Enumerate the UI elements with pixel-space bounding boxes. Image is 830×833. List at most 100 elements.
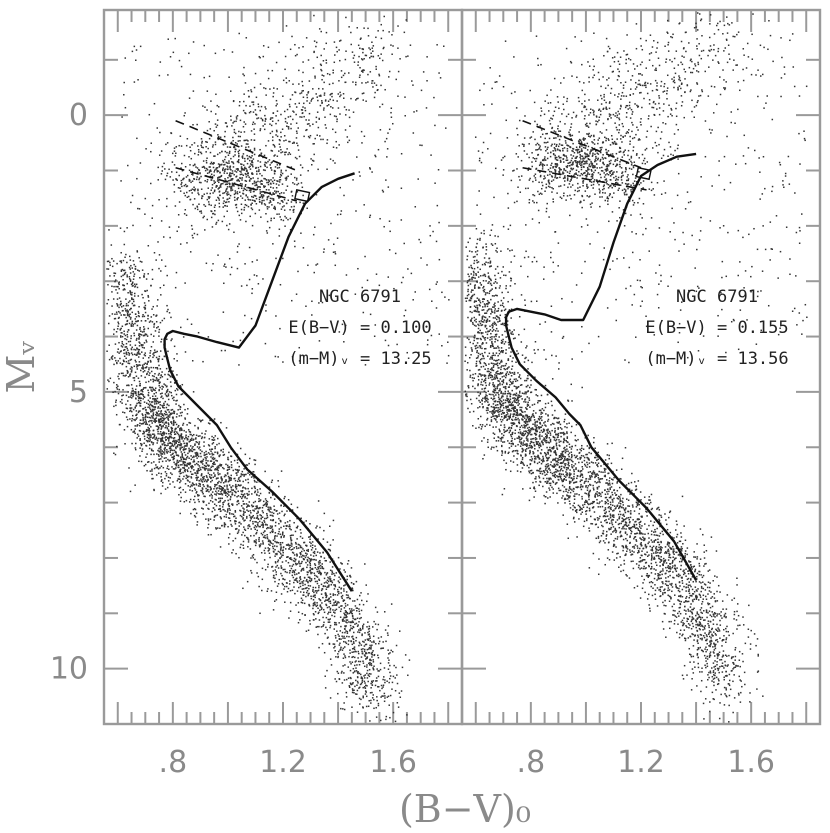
star-point [243,169,245,171]
star-point [263,199,265,202]
star-point [256,184,258,187]
star-point [148,368,150,371]
star-point [150,404,153,406]
star-point [138,338,140,340]
star-point [149,397,151,399]
star-point [191,434,194,437]
star-point [179,512,181,515]
star-point [172,440,174,443]
star-point [153,406,155,408]
star-point [368,675,371,678]
star-point [200,175,202,178]
star-point [127,314,129,317]
star-point [146,453,148,455]
star-point [182,462,185,464]
star-point [188,447,190,450]
star-point [359,703,361,705]
star-point [233,515,235,518]
star-point [195,453,197,455]
star-point [248,493,250,496]
star-point [333,41,336,43]
star-point [237,531,240,533]
star-point [260,532,263,535]
star-point [263,559,266,561]
star-point [264,547,267,549]
star-point [148,374,150,376]
star-point [140,369,142,372]
star-point [284,215,286,218]
star-point [134,344,137,347]
star-point [163,432,165,435]
star-point [232,136,234,139]
star-point [232,184,234,187]
star-point [206,456,208,458]
star-point [131,294,133,296]
star-point [196,446,199,448]
star-point [160,270,162,272]
star-point [207,468,209,470]
star-point [145,278,148,280]
star-point [382,647,385,649]
star-point [296,547,298,550]
star-point [288,572,291,574]
star-point [179,500,182,502]
star-point [290,539,292,542]
star-point [166,444,168,447]
star-point [244,534,246,537]
star-point [254,528,257,531]
star-point [286,590,289,593]
star-point [294,91,296,93]
star-point [278,179,281,181]
star-point [170,454,172,456]
star-point [301,602,304,604]
star-point [208,197,210,200]
star-point [312,607,314,610]
star-point [130,428,133,431]
star-point [321,100,323,102]
star-point [224,183,227,186]
star-point [333,578,335,581]
star-point [242,494,244,496]
star-point [264,165,266,167]
star-point [135,329,138,331]
star-point [288,140,290,143]
star-point [160,374,163,376]
star-point [112,391,114,394]
star-point [115,399,117,402]
star-point [205,450,207,453]
star-point [227,466,229,469]
star-point [183,467,185,469]
star-point [285,176,288,179]
star-point [160,413,162,415]
star-point [308,570,311,572]
star-point [271,197,273,200]
star-point [195,484,198,486]
star-point [180,447,182,449]
star-point [391,650,394,653]
star-point [368,672,371,675]
star-point [247,504,249,506]
star-point [125,316,127,319]
star-point [339,95,341,98]
star-point [236,474,238,476]
star-point [272,95,274,98]
star-point [243,508,245,510]
star-point [307,581,309,584]
star-point [135,361,137,363]
star-point [327,100,330,102]
star-point [370,664,373,667]
star-point [193,142,196,144]
star-point [156,305,158,307]
star-point [121,325,124,328]
star-point [164,265,167,268]
star-point [377,637,380,639]
star-point [250,572,253,574]
star-point [275,541,278,544]
star-point [328,83,331,86]
star-point [122,359,125,362]
star-point [238,154,240,157]
star-point [117,321,119,323]
star-point [252,553,255,556]
star-point [294,559,297,561]
star-point [176,353,178,355]
